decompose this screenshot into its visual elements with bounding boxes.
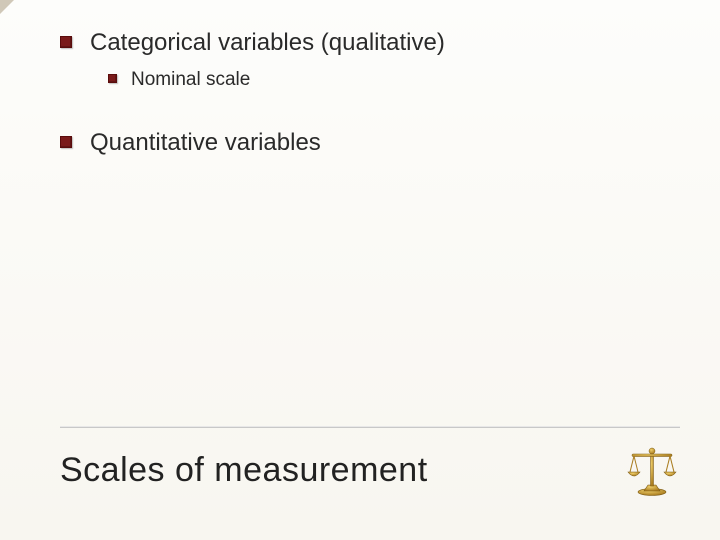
slide-title: Scales of measurement: [60, 451, 428, 490]
bullet-square-icon: [60, 36, 72, 48]
bullet-square-icon: [108, 74, 117, 83]
corner-decoration: [0, 0, 14, 14]
list-subitem: Nominal scale: [108, 68, 660, 92]
scales-icon: [624, 444, 680, 496]
content-area: Categorical variables (qualitative) Nomi…: [60, 20, 660, 158]
list-item-text: Categorical variables (qualitative): [90, 28, 445, 58]
title-row: Scales of measurement: [60, 427, 680, 496]
list-item-text: Quantitative variables: [90, 128, 321, 158]
bullet-square-icon: [60, 136, 72, 148]
list-item: Quantitative variables: [60, 128, 660, 158]
slide: Categorical variables (qualitative) Nomi…: [0, 0, 720, 540]
list-item: Categorical variables (qualitative): [60, 28, 660, 58]
list-subitem-text: Nominal scale: [131, 68, 250, 92]
